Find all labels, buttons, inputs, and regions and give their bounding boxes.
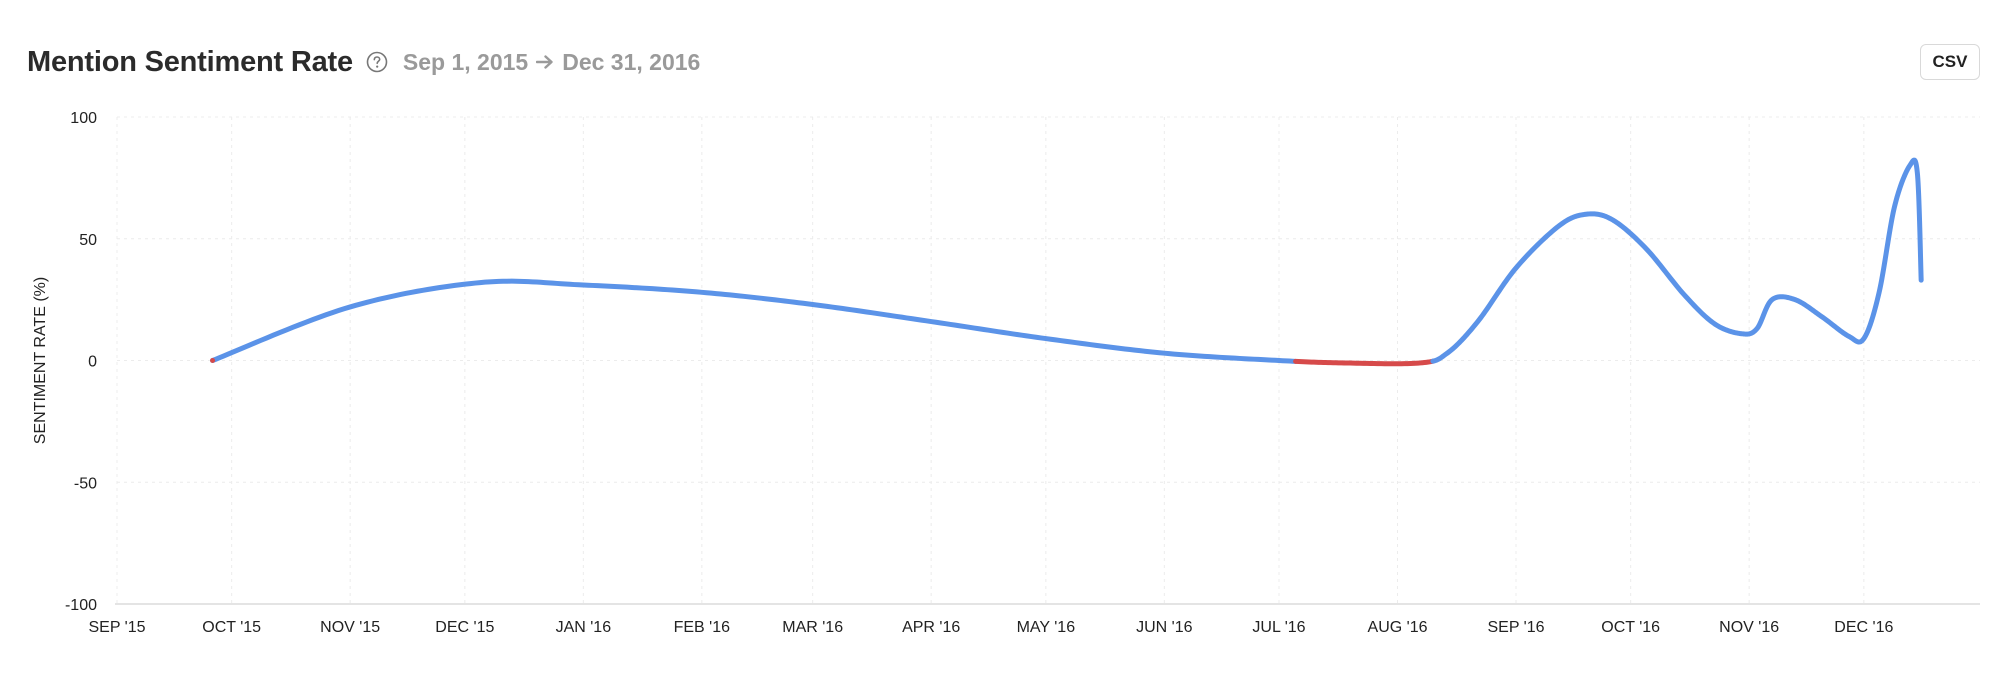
x-tick-label: SEP '16 xyxy=(1487,619,1544,636)
x-tick-label: NOV '16 xyxy=(1719,619,1779,636)
y-tick-label: 0 xyxy=(88,354,97,371)
grid xyxy=(116,116,1980,604)
x-tick-label: APR '16 xyxy=(902,619,960,636)
x-tick-label: MAY '16 xyxy=(1017,619,1076,636)
y-tick-label: -100 xyxy=(65,597,97,614)
csv-export-button[interactable]: CSV xyxy=(1920,44,1980,80)
series-start-point xyxy=(210,358,216,363)
x-tick-label: MAR '16 xyxy=(782,619,843,636)
x-tick-label: NOV '15 xyxy=(320,619,380,636)
question-circle-icon[interactable] xyxy=(365,50,389,74)
series-layer xyxy=(210,157,1924,367)
x-tick-label: JUL '16 xyxy=(1252,619,1305,636)
x-tick-label: DEC '16 xyxy=(1834,619,1893,636)
axes: 100 50 0 -50 -100 SEP '15 OCT '15 NOV '15 DEC '1… xyxy=(32,110,1980,636)
y-tick-label: 50 xyxy=(79,232,97,249)
x-tick-label: AUG '16 xyxy=(1368,619,1428,636)
x-tick-label: DEC '15 xyxy=(435,619,494,636)
x-tick-label: OCT '15 xyxy=(202,619,261,636)
page-title: Mention Sentiment Rate xyxy=(27,45,353,78)
arrow-right-icon xyxy=(536,49,554,76)
series-line xyxy=(210,278,1299,364)
date-range: Sep 1, 2015 Dec 31, 2016 xyxy=(403,49,700,76)
y-tick-label: 100 xyxy=(70,110,97,127)
x-tick-label: OCT '16 xyxy=(1601,619,1660,636)
series-line xyxy=(1430,157,1924,364)
series-line-negative xyxy=(1293,358,1436,367)
chart-header: Mention Sentiment Rate Sep 1, 2015 Dec 3… xyxy=(27,40,700,84)
y-axis-title: SENTIMENT RATE (%) xyxy=(32,277,49,444)
y-tick-label: -50 xyxy=(74,475,97,492)
date-range-start: Sep 1, 2015 xyxy=(402,48,529,75)
x-tick-label: SEP '15 xyxy=(88,619,145,636)
x-tick-label: FEB '16 xyxy=(674,619,731,636)
x-tick-label: JUN '16 xyxy=(1136,619,1193,636)
date-range-end: Dec 31, 2016 xyxy=(562,48,701,75)
x-tick-label: JAN '16 xyxy=(556,619,612,636)
